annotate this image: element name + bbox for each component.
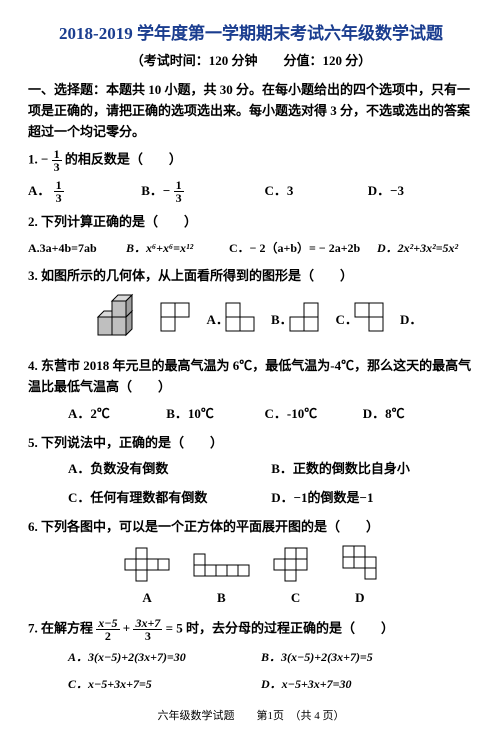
q3-optB-icon: [220, 297, 268, 345]
q7-f2d: 3: [133, 630, 162, 642]
q3-stem: 3. 如图所示的几何体，从上面看所得到的图形是（ ）: [28, 266, 474, 287]
q4-C: C．-10℃: [265, 404, 360, 425]
q4-stem: 4. 东营市 2018 年元旦的最高气温为 6℃，最低气温为-4℃，那么这天的最…: [28, 356, 474, 398]
q1-C: C．3: [265, 181, 365, 202]
q4-B: B．10℃: [166, 404, 261, 425]
q1-frac: 1 3: [52, 148, 62, 173]
q1-A-frac: 1 3: [54, 179, 64, 204]
q6-A: A: [142, 590, 151, 605]
q1-B-pre: B．−: [141, 181, 170, 202]
q2-A: A.3a+4b=7ab: [28, 239, 123, 258]
q7-frac1: x−5 2: [96, 617, 119, 642]
q6-D: D: [355, 590, 364, 605]
q4-options: A．2℃ B．10℃ C．-10℃ D．8℃: [28, 404, 474, 425]
q7-f2n: 3x+7: [133, 617, 162, 630]
q7-C: C．x−5+3x+7=5: [68, 675, 258, 694]
q4-D: D．8℃: [363, 404, 405, 425]
q5-D: D．−1的倒数是−1: [271, 488, 373, 509]
q6-optD-icon: [338, 544, 382, 588]
q2-stem: 2. 下列计算正确的是（ ）: [28, 212, 474, 233]
q5-row2: C．任何有理数都有倒数 D．−1的倒数是−1: [28, 488, 474, 509]
q7-D: D．x−5+3x+7=30: [261, 675, 351, 694]
q3-optC-icon: [284, 297, 332, 345]
q3-figures: A． B． C． D．: [28, 293, 474, 348]
q6-optA-icon: [120, 546, 174, 588]
q3-solid-icon: [92, 293, 152, 348]
q1-frac-den: 3: [52, 161, 62, 173]
q5-row1: A．负数没有倒数 B．正数的倒数比自身小: [28, 459, 474, 480]
q6-optC-icon: [269, 546, 323, 588]
q3-D: D．: [400, 310, 410, 331]
q7-stem-a: 7. 在解方程: [28, 620, 96, 635]
page-footer: 六年级数学试题 第1页 （共 4 页）: [28, 708, 474, 726]
section-1-head: 一、选择题：本题共 10 小题，共 30 分。在每小题给出的四个选项中，只有一项…: [28, 80, 474, 142]
q6-figures: A B C: [28, 544, 474, 609]
q3-B: B．: [271, 310, 281, 331]
q6-optB-icon: [189, 546, 253, 588]
q2-B: B．x⁶+x⁶=x¹²: [126, 239, 226, 258]
q7-f1n: x−5: [96, 617, 119, 630]
q6-C: C: [291, 590, 300, 605]
q3-C: C．: [336, 310, 346, 331]
q7-stem: 7. 在解方程 x−5 2 + 3x+7 3 = 5 时，去分母的过程正确的是（…: [28, 617, 474, 642]
q5-C: C．任何有理数都有倒数: [68, 488, 268, 509]
q1-D: D．−3: [368, 181, 404, 202]
exam-subtitle: （考试时间：120 分钟 分值：120 分）: [28, 51, 474, 72]
q1-stem-b: 的相反数是（ ）: [65, 152, 182, 167]
q7-row1: A．3(x−5)+2(3x+7)=30 B．3(x−5)+2(3x+7)=5: [28, 648, 474, 667]
q1-options: A． 1 3 B．− 1 3 C．3 D．−3: [28, 179, 474, 204]
q6-stem: 6. 下列各图中，可以是一个正方体的平面展开图的是（ ）: [28, 517, 474, 538]
q1-B-frac: 1 3: [174, 179, 184, 204]
q1-B-den: 3: [174, 192, 184, 204]
q7-stem-b: = 5 时，去分母的过程正确的是（ ）: [166, 620, 394, 635]
q1-A-den: 3: [54, 192, 64, 204]
q7-f1d: 2: [96, 630, 119, 642]
q7-B: B．3(x−5)+2(3x+7)=5: [261, 648, 373, 667]
q3-optA-icon: [155, 297, 203, 345]
q2-D: D．2x²+3x²=5x²: [377, 239, 458, 258]
q7-A: A．3(x−5)+2(3x+7)=30: [68, 648, 258, 667]
q4-A: A．2℃: [68, 404, 163, 425]
q5-stem: 5. 下列说法中，正确的是（ ）: [28, 433, 474, 454]
q3-A: A．: [207, 310, 217, 331]
q1-stem: 1. − 1 3 的相反数是（ ）: [28, 148, 474, 173]
exam-title: 2018-2019 学年度第一学期期末考试六年级数学试题: [28, 20, 474, 47]
q2-C: C．− 2（a+b）= − 2a+2b: [229, 239, 374, 258]
q7-frac2: 3x+7 3: [133, 617, 162, 642]
q2-options: A.3a+4b=7ab B．x⁶+x⁶=x¹² C．− 2（a+b）= − 2a…: [28, 239, 474, 258]
q1-A-pre: A．: [28, 181, 50, 202]
q1-stem-a: 1. −: [28, 152, 48, 167]
q5-B: B．正数的倒数比自身小: [271, 459, 410, 480]
q5-A: A．负数没有倒数: [68, 459, 268, 480]
q3-optD-icon: [349, 297, 397, 345]
q6-B: B: [217, 590, 226, 605]
q7-row2: C．x−5+3x+7=5 D．x−5+3x+7=30: [28, 675, 474, 694]
q7-plus: +: [123, 620, 130, 635]
